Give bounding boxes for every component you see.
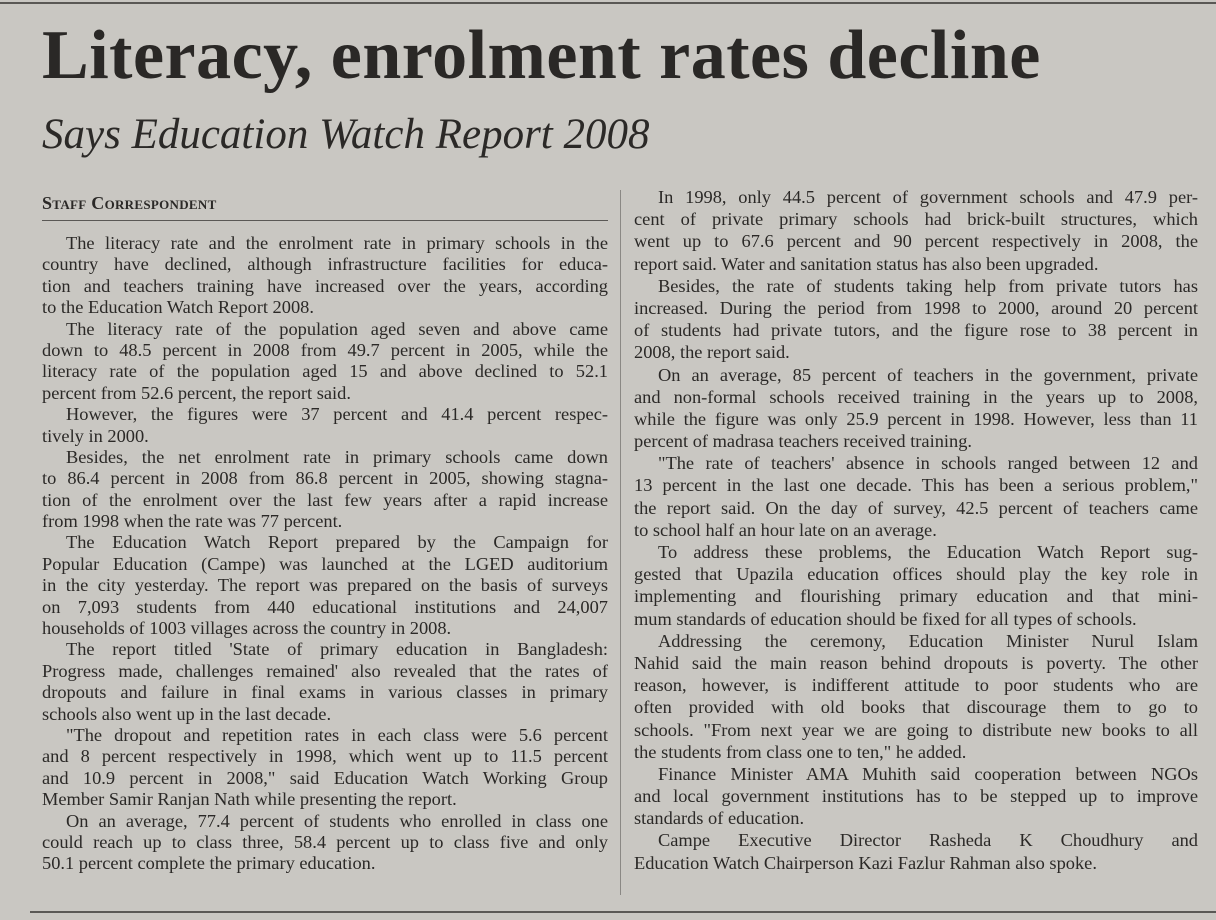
text-line: tion of the enrolment over the last few … — [42, 489, 608, 510]
paragraph: "The rate of teachers' absence in school… — [634, 452, 1198, 541]
text-line: dropouts and failure in final exams in v… — [42, 682, 608, 703]
text-line: Education Watch Chairperson Kazi Fazlur … — [634, 852, 1097, 873]
text-line: In 1998, only 44.5 percent of government… — [658, 187, 1198, 207]
text-line: "The dropout and repetition rates in eac… — [66, 724, 608, 745]
text-line: Nahid said the main reason behind dropou… — [634, 652, 1198, 673]
text-line: in the city yesterday. The report was pr… — [42, 575, 608, 596]
text-line: down to 48.5 percent in 2008 from 49.7 p… — [42, 339, 608, 360]
text-line: and non-formal schools received training… — [634, 386, 1198, 407]
paragraph: On an average, 85 percent of teachers in… — [634, 364, 1198, 453]
text-line: and 10.9 percent in 2008," said Educatio… — [42, 767, 608, 788]
text-line: Popular Education (Campe) was launched a… — [42, 553, 608, 574]
text-line: schools also went up in the last decade. — [42, 703, 332, 724]
text-line: However, the figures were 37 percent and… — [66, 404, 608, 425]
text-line: the students from class one to ten," he … — [634, 741, 967, 762]
text-line: Campe Executive Director Rasheda K Choud… — [658, 830, 1198, 851]
text-line: and 8 percent respectively in 1998, whic… — [42, 746, 608, 767]
text-line: reason, however, is indifferent attitude… — [634, 675, 1198, 696]
text-line: percent of madrasa teachers received tra… — [634, 431, 972, 452]
text-line: to the Education Watch Report 2008. — [42, 297, 314, 318]
text-line: On an average, 77.4 percent of students … — [66, 810, 608, 831]
paragraph: The literacy rate of the population aged… — [42, 319, 608, 405]
article-column-right: In 1998, only 44.5 percent of government… — [634, 186, 1198, 874]
paragraph: To address these problems, the Education… — [634, 541, 1198, 630]
paragraph: Besides, the net enrolment rate in prima… — [42, 447, 608, 533]
text-line: "The rate of teachers' absence in school… — [658, 453, 1198, 474]
text-line: could reach up to class three, 58.4 perc… — [42, 831, 608, 852]
text-line: while the figure was only 25.9 percent i… — [634, 408, 1198, 429]
article-column-left: The literacy rate and the enrolment rate… — [42, 233, 608, 875]
paragraph: On an average, 77.4 percent of students … — [42, 811, 608, 875]
text-line: tively in 2000. — [42, 425, 149, 446]
paragraph: Addressing the ceremony, Education Minis… — [634, 630, 1198, 763]
byline-rule — [42, 220, 608, 221]
text-line: Besides, the rate of students taking hel… — [658, 275, 1198, 296]
text-line: Besides, the net enrolment rate in prima… — [66, 446, 608, 467]
text-line: 2008, the report said. — [634, 342, 790, 363]
bottom-rule — [30, 911, 1216, 913]
byline: Staff Correspondent — [42, 193, 217, 213]
text-line: The Education Watch Report prepared by t… — [66, 532, 608, 553]
text-line: country have declined, although infrastr… — [42, 254, 608, 275]
text-line: percent from 52.6 percent, the report sa… — [42, 382, 351, 403]
text-line: Finance Minister AMA Muhith said coopera… — [658, 763, 1198, 784]
text-line: tion and teachers training have increase… — [42, 275, 608, 296]
text-line: To address these problems, the Education… — [658, 542, 1198, 562]
text-line: implementing and flourishing primary edu… — [634, 586, 1198, 607]
text-line: Addressing the ceremony, Education Minis… — [658, 630, 1198, 651]
text-line: 50.1 percent complete the primary educat… — [42, 853, 376, 874]
text-line: standards of education. — [634, 808, 805, 829]
text-line: report said. Water and sanitation status… — [634, 253, 1099, 274]
text-line: to school half an hour late on an averag… — [634, 519, 937, 540]
text-line: The literacy rate and the enrolment rate… — [66, 233, 608, 253]
text-line: to 86.4 percent in 2008 from 86.8 percen… — [42, 468, 608, 489]
text-line: schools. "From next year we are going to… — [634, 719, 1198, 740]
paragraph: Finance Minister AMA Muhith said coopera… — [634, 763, 1198, 830]
text-line: On an average, 85 percent of teachers in… — [658, 364, 1198, 385]
text-line: the report said. On the day of survey, 4… — [634, 497, 1198, 518]
paragraph: The literacy rate and the enrolment rate… — [42, 233, 608, 319]
text-line: Progress made, challenges remained' also… — [42, 660, 608, 681]
text-line: on 7,093 students from 440 educational i… — [42, 596, 608, 617]
paragraph: The Education Watch Report prepared by t… — [42, 532, 608, 639]
text-line: cent of private primary schools had bric… — [634, 209, 1198, 230]
text-line: of students had private tutors, and the … — [634, 320, 1198, 341]
text-line: Member Samir Ranjan Nath while presentin… — [42, 789, 457, 810]
paragraph: In 1998, only 44.5 percent of government… — [634, 186, 1198, 275]
text-line: went up to 67.6 percent and 90 percent r… — [634, 231, 1198, 252]
text-line: The report titled 'State of primary educ… — [66, 639, 608, 660]
headline: Literacy, enrolment rates decline — [42, 17, 1041, 94]
paragraph: "The dropout and repetition rates in eac… — [42, 725, 608, 811]
text-line: often provided with old books that disco… — [634, 697, 1198, 718]
top-rule — [0, 2, 1216, 4]
text-line: 13 percent in the last one decade. This … — [634, 475, 1198, 496]
text-line: from 1998 when the rate was 77 percent. — [42, 511, 343, 532]
text-line: mum standards of education should be fix… — [634, 608, 1137, 629]
paragraph: Besides, the rate of students taking hel… — [634, 275, 1198, 364]
text-line: literacy rate of the population aged 15 … — [42, 361, 608, 382]
text-line: gested that Upazila education offices sh… — [634, 564, 1198, 585]
text-line: and local government institutions has to… — [634, 786, 1198, 807]
text-line: The literacy rate of the population aged… — [66, 318, 608, 339]
paragraph: The report titled 'State of primary educ… — [42, 639, 608, 725]
column-divider — [620, 190, 621, 895]
paragraph: Campe Executive Director Rasheda K Choud… — [634, 829, 1198, 873]
text-line: increased. During the period from 1998 t… — [634, 297, 1198, 318]
text-line: households of 1003 villages across the c… — [42, 618, 452, 639]
subheadline: Says Education Watch Report 2008 — [42, 111, 650, 158]
paragraph: However, the figures were 37 percent and… — [42, 404, 608, 447]
